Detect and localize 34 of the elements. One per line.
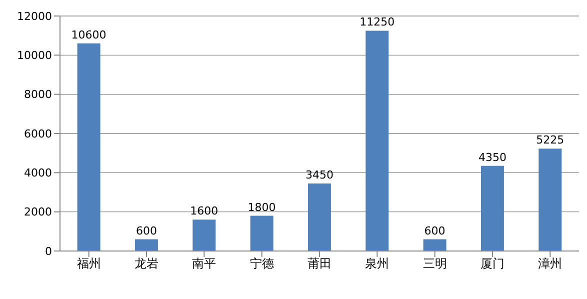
x-tick-label: 龙岩: [134, 256, 158, 271]
x-tick-label: 厦门: [480, 256, 504, 271]
y-tick-label: 12000: [17, 10, 52, 23]
data-label: 5225: [536, 134, 564, 147]
y-tick-label: 0: [45, 244, 52, 258]
x-tick-label: 宁德: [250, 256, 274, 271]
data-label: 1800: [248, 200, 276, 214]
data-label: 1600: [190, 204, 218, 218]
x-tick-label: 三明: [422, 256, 447, 271]
y-tick-label: 4000: [24, 166, 52, 180]
y-tick-label: 8000: [24, 88, 52, 102]
x-tick-label: 泉州: [365, 256, 390, 271]
bar: [77, 43, 100, 251]
y-tick-label: 10000: [17, 49, 52, 62]
data-label: 10600: [71, 28, 106, 42]
bar: [538, 148, 562, 251]
y-tick-label: 6000: [24, 127, 52, 140]
data-label: 11250: [360, 16, 395, 29]
bar: [134, 239, 158, 251]
x-tick-label: 莆田: [308, 256, 332, 271]
bar: [250, 216, 274, 251]
bar: [192, 220, 216, 251]
data-label: 600: [424, 224, 446, 238]
bar: [366, 30, 389, 251]
data-label: 600: [136, 224, 157, 238]
x-tick-label: 漳州: [538, 256, 562, 271]
bar: [308, 183, 331, 251]
y-tick-label: 2000: [24, 206, 52, 219]
data-label: 4350: [478, 150, 506, 164]
bar: [423, 239, 446, 251]
bar: [480, 166, 504, 251]
x-tick-label: 福州: [76, 256, 101, 271]
data-label: 3450: [305, 168, 334, 182]
x-tick-label: 南平: [192, 256, 216, 271]
